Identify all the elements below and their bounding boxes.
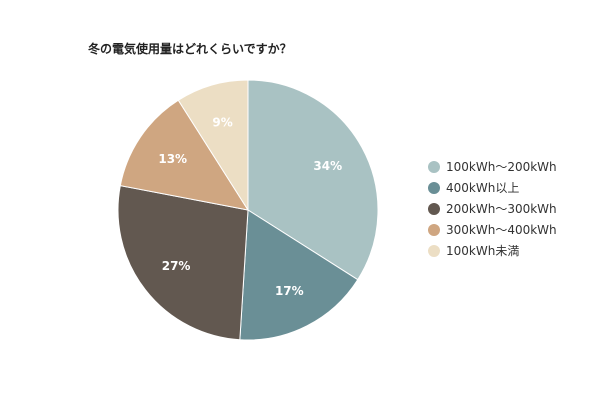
slice-percent-label: 34% xyxy=(313,159,342,173)
legend-swatch xyxy=(428,182,440,194)
legend-swatch xyxy=(428,245,440,257)
legend-swatch xyxy=(428,203,440,215)
pie-slice xyxy=(239,209,359,341)
chart-title: 冬の電気使用量はどれくらいですか？ xyxy=(88,42,292,56)
pie-slices xyxy=(117,79,379,341)
legend-label: 100kWh～200kWh xyxy=(446,160,557,174)
pie-slice xyxy=(119,99,250,211)
legend: 100kWh～200kWh 400kWh以上 200kWh～300kWh 300kWh… xyxy=(428,160,557,258)
slice-percent-label: 17% xyxy=(275,284,304,298)
slice-percent-label: 9% xyxy=(212,116,232,130)
legend-label: 100kWh未満 xyxy=(446,244,519,258)
legend-swatch xyxy=(428,224,440,236)
pie-slice xyxy=(247,79,379,281)
slice-percent-label: 27% xyxy=(162,259,191,273)
legend-label: 300kWh～400kWh xyxy=(446,223,557,237)
legend-swatch xyxy=(428,161,440,173)
pie-slice xyxy=(177,79,249,212)
slice-labels: 34% 17% 27% 13% 9% xyxy=(158,116,342,298)
pie-slice xyxy=(117,185,249,341)
legend-label: 200kWh～300kWh xyxy=(446,202,557,216)
legend-label: 400kWh以上 xyxy=(446,181,519,195)
slice-percent-label: 13% xyxy=(158,152,187,166)
